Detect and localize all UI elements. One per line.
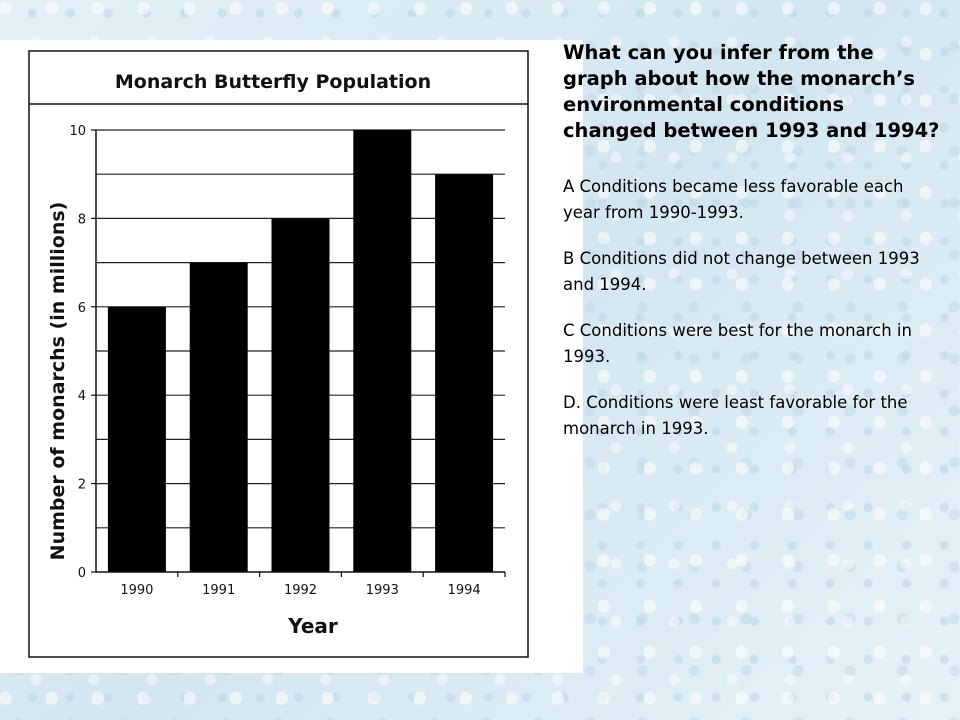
bar-chart: Monarch Butterfly Population 0 2 4 6 8 10 1990…: [28, 50, 529, 658]
question-text: What can you infer from the graph about …: [563, 41, 940, 142]
option-a: A Conditions became less favorable each …: [563, 177, 904, 222]
y-tick-label: 8: [78, 212, 86, 227]
tick-layer: 0 2 4 6 8 10 1990 1991 1992 1993 1994: [69, 124, 506, 598]
y-tick-label: 2: [78, 478, 86, 493]
y-tick-label: 4: [78, 389, 86, 404]
bar-1994: [435, 174, 494, 572]
x-axis-label: Year: [287, 614, 338, 638]
y-tick-label: 10: [69, 124, 86, 139]
x-tick-label: 1991: [202, 583, 235, 598]
chart-title: Monarch Butterfly Population: [115, 71, 431, 93]
option-c: C Conditions were best for the monarch i…: [563, 321, 912, 366]
chart-panel: Monarch Butterfly Population 0 2 4 6 8 10 1990…: [0, 40, 583, 673]
y-axis-label: Number of monarchs (in millions): [47, 202, 69, 561]
y-tick-label: 0: [78, 566, 86, 581]
y-tick-label: 6: [78, 301, 86, 316]
x-tick-label: 1990: [120, 583, 153, 598]
bar-1993: [353, 130, 412, 572]
x-tick-label: 1994: [448, 583, 481, 598]
x-tick-label: 1993: [366, 583, 399, 598]
option-d: D. Conditions were least favorable for t…: [563, 393, 908, 438]
bar-1992: [271, 218, 330, 572]
bar-1990: [107, 306, 166, 572]
x-tick-label: 1992: [284, 583, 317, 598]
option-b: B Conditions did not change between 1993…: [563, 249, 920, 294]
bar-1991: [189, 262, 248, 572]
bar-layer: [107, 130, 494, 572]
question-panel: What can you infer from the graph about …: [563, 40, 941, 462]
